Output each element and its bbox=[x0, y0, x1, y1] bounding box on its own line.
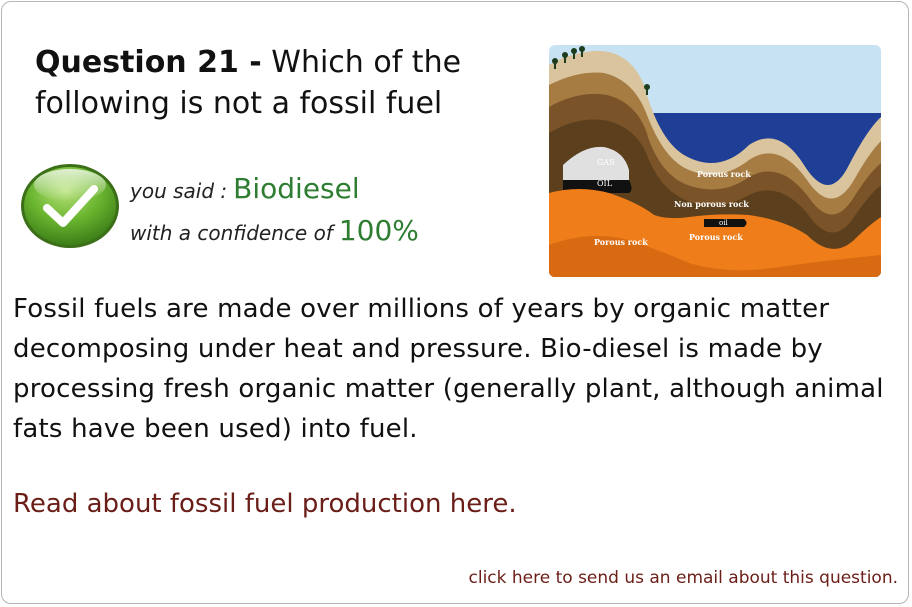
trees bbox=[552, 46, 650, 95]
confidence-value: 100% bbox=[338, 214, 419, 247]
gas-pocket bbox=[563, 146, 629, 180]
email-feedback-link[interactable]: click here to send us an email about thi… bbox=[468, 568, 899, 588]
read-more-link[interactable]: Read about fossil fuel production here. bbox=[13, 489, 517, 519]
deep-porous-rock-layer bbox=[549, 236, 881, 277]
answer-value: Biodiesel bbox=[233, 172, 360, 205]
checkmark-icon bbox=[21, 164, 119, 248]
explanation-text: Fossil fuels are made over millions of y… bbox=[13, 294, 884, 444]
question-number: Question 21 - bbox=[35, 45, 262, 80]
label-non-porous-rock: Non porous rock bbox=[674, 199, 749, 209]
question-text: Which of the following is not a fossil f… bbox=[35, 45, 462, 121]
answer-row: you said : Biodiesel bbox=[130, 172, 360, 205]
you-said-label: you said : bbox=[130, 179, 228, 203]
confidence-row: with a confidence of 100% bbox=[130, 214, 419, 247]
label-gas: GAS bbox=[597, 158, 615, 167]
confidence-label: with a confidence of bbox=[130, 221, 333, 245]
label-porous-rock-left: Porous rock bbox=[594, 237, 648, 247]
label-porous-rock-top: Porous rock bbox=[697, 169, 751, 179]
label-oil: OIL bbox=[597, 179, 613, 188]
label-oil-small: oil bbox=[719, 219, 728, 227]
fossil-fuel-rock-strata-illustration: GAS OIL Porous rock Non porous rock oil … bbox=[549, 45, 881, 277]
small-oil-pocket bbox=[704, 219, 747, 227]
question-title: Question 21 - Which of the following is … bbox=[35, 42, 535, 124]
label-porous-rock-mid: Porous rock bbox=[689, 232, 743, 242]
